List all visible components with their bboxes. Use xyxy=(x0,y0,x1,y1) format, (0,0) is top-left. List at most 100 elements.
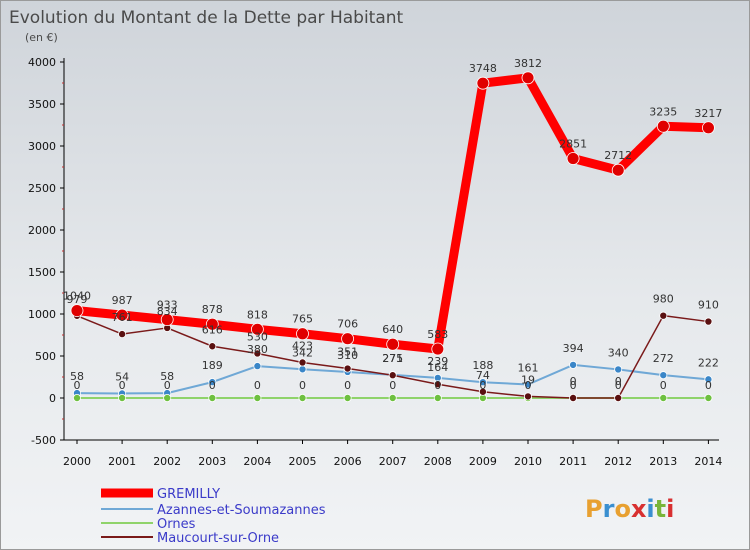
legend: GREMILLYAzannes-et-SoumazannesOrnesMauco… xyxy=(101,487,326,546)
data-label: 0 xyxy=(389,379,396,392)
y-tick-label: -500 xyxy=(31,434,56,447)
x-tick-label: 2002 xyxy=(153,455,181,468)
y-tick-label: 1500 xyxy=(28,266,56,279)
chart-title: Evolution du Montant de la Dette par Hab… xyxy=(9,8,404,28)
data-label: 161 xyxy=(518,361,539,374)
data-point xyxy=(115,308,129,322)
data-label: 583 xyxy=(427,328,448,341)
y-tick-label: 1000 xyxy=(28,308,56,321)
x-tick-label: 2007 xyxy=(379,455,407,468)
data-point xyxy=(521,71,535,85)
data-label: 74 xyxy=(476,369,490,382)
data-point xyxy=(388,393,397,402)
legend-label: Ornes xyxy=(157,517,196,532)
x-tick-label: 2005 xyxy=(289,455,317,468)
axes: -500 0 500 1000 1500 2000 2500 3000 3500 4000 2000… xyxy=(28,56,722,468)
proxiti-logo: Proxiti xyxy=(585,495,674,523)
x-tick-label: 2001 xyxy=(108,455,136,468)
data-point xyxy=(118,330,127,339)
data-point xyxy=(343,393,352,402)
data-label: 188 xyxy=(472,359,493,372)
data-label: 342 xyxy=(292,346,313,359)
x-tick-label: 2006 xyxy=(334,455,362,468)
data-labels: 1040 987 933 878 818 765 706 640 583 3748 3812 2851… xyxy=(63,57,722,392)
data-label: 980 xyxy=(653,293,674,306)
data-label: 2851 xyxy=(559,138,587,151)
data-label: 616 xyxy=(202,323,223,336)
data-label: 58 xyxy=(70,370,84,383)
data-point xyxy=(208,393,217,402)
data-point xyxy=(160,313,174,327)
data-point xyxy=(433,393,442,402)
data-point xyxy=(118,393,127,402)
x-tick-label: 2010 xyxy=(514,455,542,468)
x-tick-label: 2014 xyxy=(694,455,722,468)
data-point xyxy=(296,327,309,341)
data-label: 530 xyxy=(247,330,268,343)
x-tick-label: 2013 xyxy=(649,455,677,468)
x-tick-label: 2008 xyxy=(424,455,452,468)
series-gremilly xyxy=(70,71,715,356)
data-label: 3235 xyxy=(649,105,677,118)
data-point xyxy=(611,163,625,177)
data-label: 239 xyxy=(427,355,448,368)
logo-letter: i xyxy=(646,495,654,523)
data-label: 0 xyxy=(164,379,171,392)
data-label: 761 xyxy=(112,311,133,324)
y-tick-label: 2000 xyxy=(28,224,56,237)
data-point xyxy=(208,378,217,387)
data-point xyxy=(478,378,487,387)
data-label: 0 xyxy=(660,379,667,392)
data-point xyxy=(704,375,713,384)
data-point xyxy=(208,342,217,351)
x-tick-label: 2009 xyxy=(469,455,497,468)
data-label: 380 xyxy=(247,343,268,356)
y-tick-label: 0 xyxy=(49,392,56,405)
data-point xyxy=(343,364,352,373)
data-point xyxy=(253,349,262,358)
data-label: 54 xyxy=(115,370,129,383)
data-label: 818 xyxy=(247,308,268,321)
data-label: 0 xyxy=(570,375,577,388)
logo-letter: x xyxy=(631,495,647,523)
data-label: 222 xyxy=(698,356,719,369)
data-point xyxy=(476,76,490,90)
data-label: 640 xyxy=(382,323,403,336)
data-label: 0 xyxy=(525,379,532,392)
data-point xyxy=(569,393,578,402)
data-label: 933 xyxy=(157,299,178,312)
y-tick-label: 3000 xyxy=(28,140,56,153)
data-label: 3748 xyxy=(469,62,497,75)
y-tick-label: 4000 xyxy=(28,56,56,69)
data-point xyxy=(298,358,307,367)
data-label: 706 xyxy=(337,318,358,331)
data-point xyxy=(659,393,668,402)
x-tick-label: 2003 xyxy=(198,455,226,468)
data-point xyxy=(205,317,219,331)
data-label: 189 xyxy=(202,359,223,372)
data-label: 394 xyxy=(563,342,584,355)
data-point xyxy=(70,304,84,318)
series-maucourt-sur-orne xyxy=(73,311,713,402)
chart-subtitle: (en €) xyxy=(25,31,58,44)
data-label: 272 xyxy=(653,352,674,365)
data-label: 3217 xyxy=(694,107,722,120)
data-point xyxy=(566,152,580,165)
data-point xyxy=(524,392,533,401)
data-point xyxy=(388,371,397,380)
series-layer xyxy=(70,71,715,402)
y-tick-label: 2500 xyxy=(28,182,56,195)
data-label: 0 xyxy=(479,379,486,392)
logo-letter: P xyxy=(585,495,603,523)
data-point xyxy=(386,337,400,351)
data-label: 19 xyxy=(521,373,535,386)
data-point xyxy=(704,393,713,402)
data-point xyxy=(659,371,668,380)
data-label: 0 xyxy=(299,379,306,392)
legend-label: GREMILLY xyxy=(157,487,220,502)
x-tick-label: 2011 xyxy=(559,455,587,468)
data-point xyxy=(524,380,533,389)
logo-letter: t xyxy=(655,495,666,523)
data-label: 0 xyxy=(615,379,622,392)
